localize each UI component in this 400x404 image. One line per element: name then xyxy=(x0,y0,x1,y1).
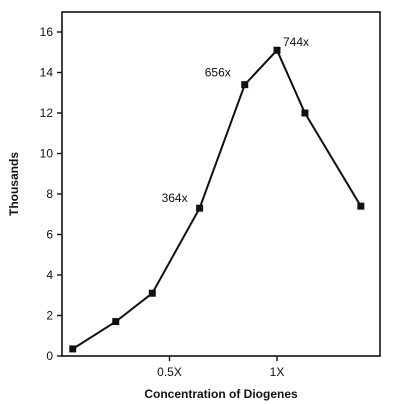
y-tick-label: 16 xyxy=(40,25,54,39)
y-tick-label: 4 xyxy=(46,268,53,282)
data-point xyxy=(273,46,281,54)
data-point xyxy=(196,204,204,212)
plot-frame xyxy=(61,11,381,357)
data-points xyxy=(69,46,365,353)
series-line xyxy=(72,48,362,350)
y-tick-label: 2 xyxy=(46,309,53,323)
y-tick-label: 0 xyxy=(46,349,53,363)
x-tick-label: 0.5X xyxy=(157,365,182,379)
data-point xyxy=(69,345,77,353)
y-tick-label: 10 xyxy=(40,147,54,161)
data-point xyxy=(241,81,249,89)
x-axis-label: Concentration of Diogenes xyxy=(144,387,298,401)
data-annotations: 364x 656x 744x xyxy=(162,35,309,205)
data-point xyxy=(112,318,120,326)
y-axis-label: Thousands xyxy=(7,152,21,216)
x-tick-label: 1X xyxy=(270,365,285,379)
y-tick-label: 12 xyxy=(40,106,54,120)
y-tick-label: 6 xyxy=(46,228,53,242)
data-point xyxy=(357,202,365,210)
y-axis-ticks: 0 2 4 6 8 10 12 14 16 xyxy=(40,25,62,363)
data-label: 656x xyxy=(205,66,231,80)
y-tick-label: 14 xyxy=(40,66,54,80)
x-axis-ticks: 0.5X 1X xyxy=(157,356,284,379)
data-point xyxy=(148,289,156,297)
data-label: 364x xyxy=(162,191,188,205)
data-label: 744x xyxy=(283,35,309,49)
data-point xyxy=(301,109,309,117)
y-tick-label: 8 xyxy=(46,187,53,201)
